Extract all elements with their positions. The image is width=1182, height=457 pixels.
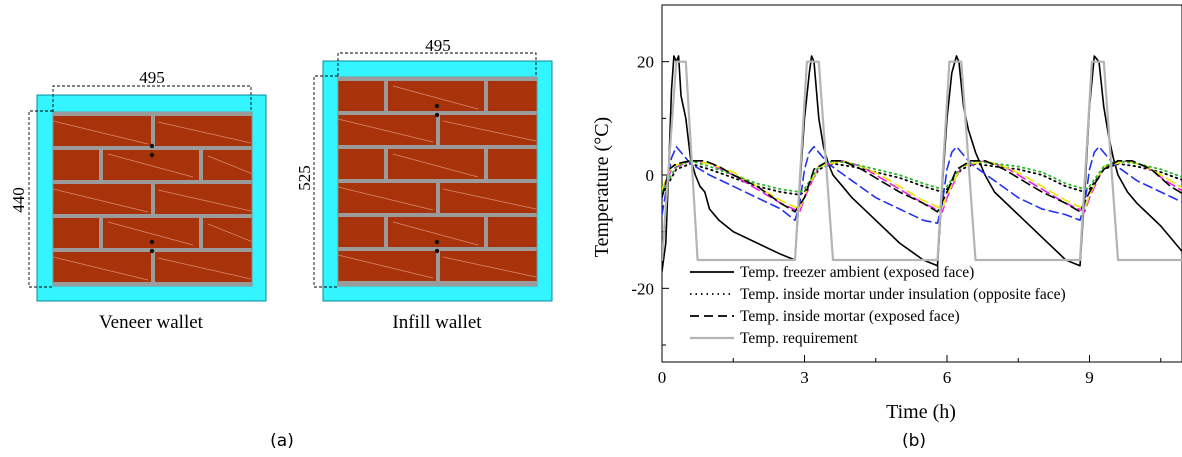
veneer-wallet-label: Veneer wallet	[99, 312, 204, 333]
series-group	[662, 55, 1182, 273]
infill-width-label: 495	[425, 36, 451, 55]
veneer-sensor	[149, 152, 155, 158]
x-tick-label: 3	[800, 368, 809, 387]
veneer-sensor	[149, 143, 155, 149]
infill-bottom-joint	[338, 282, 537, 286]
x-tick-label: 6	[943, 368, 952, 387]
infill-wallet-diagram: 495 525 Infill wallet	[295, 36, 553, 333]
legend-label-7: Temp. requirement	[740, 330, 858, 347]
infill-sensor	[434, 112, 440, 118]
veneer-width-dimension-line	[52, 85, 252, 112]
veneer-width-label: 495	[139, 68, 165, 87]
legend-label-2: Temp. inside mortar (exposed face)	[740, 308, 960, 325]
infill-width-dimension-line	[337, 52, 537, 76]
chart-tick-labels: 0 3 6 9 20 0 -20	[631, 53, 1093, 387]
veneer-height-label: 440	[9, 187, 28, 213]
infill-sensor	[434, 239, 440, 245]
infill-top-joint	[338, 77, 537, 81]
x-tick-label: 0	[658, 368, 667, 387]
legend-label-1: Temp. inside mortar under insulation (op…	[740, 286, 1066, 303]
series-line-0	[662, 55, 1182, 273]
panel-b-caption: (b)	[902, 431, 926, 451]
y-tick-label: 20	[637, 53, 654, 72]
temperature-chart: 0 3 6 9 20 0 -20 Temp. freezer ambient (expose…	[591, 4, 1182, 423]
series-line-2	[662, 160, 1182, 213]
veneer-sensor	[149, 239, 155, 245]
chart-series-layer	[662, 55, 1182, 273]
x-tick-label: 9	[1085, 368, 1094, 387]
veneer-wallet-diagram: 495 440 Veneer wallet	[9, 68, 267, 333]
veneer-brick-panel	[52, 111, 253, 287]
panel-a-caption: (a)	[270, 431, 294, 451]
series-line-7	[662, 60, 1182, 262]
infill-sensor	[434, 248, 440, 254]
chart-x-axis-label: Time (h)	[886, 401, 956, 423]
series-line-3	[662, 145, 1182, 224]
series-line-6	[662, 159, 1182, 193]
y-tick-label: 0	[646, 166, 655, 185]
infill-height-dimension-line	[313, 75, 338, 288]
y-tick-label: -20	[631, 279, 654, 298]
chart-y-axis-label: Temperature (°C)	[591, 117, 613, 257]
chart-legend: Temp. freezer ambient (exposed face) Temp…	[690, 264, 1066, 347]
chart-plot-frame	[661, 4, 1182, 363]
infill-wallet-label: Infill wallet	[392, 312, 482, 333]
infill-sensor	[434, 103, 440, 109]
infill-brick-panel	[337, 76, 538, 287]
veneer-height-dimension-line	[28, 110, 53, 288]
infill-height-label: 525	[295, 165, 314, 191]
legend-label-0: Temp. freezer ambient (exposed face)	[740, 264, 974, 281]
veneer-sensor	[149, 248, 155, 254]
veneer-bottom-joint	[53, 282, 252, 286]
series-line-4	[662, 160, 1182, 213]
veneer-top-joint	[53, 112, 252, 116]
